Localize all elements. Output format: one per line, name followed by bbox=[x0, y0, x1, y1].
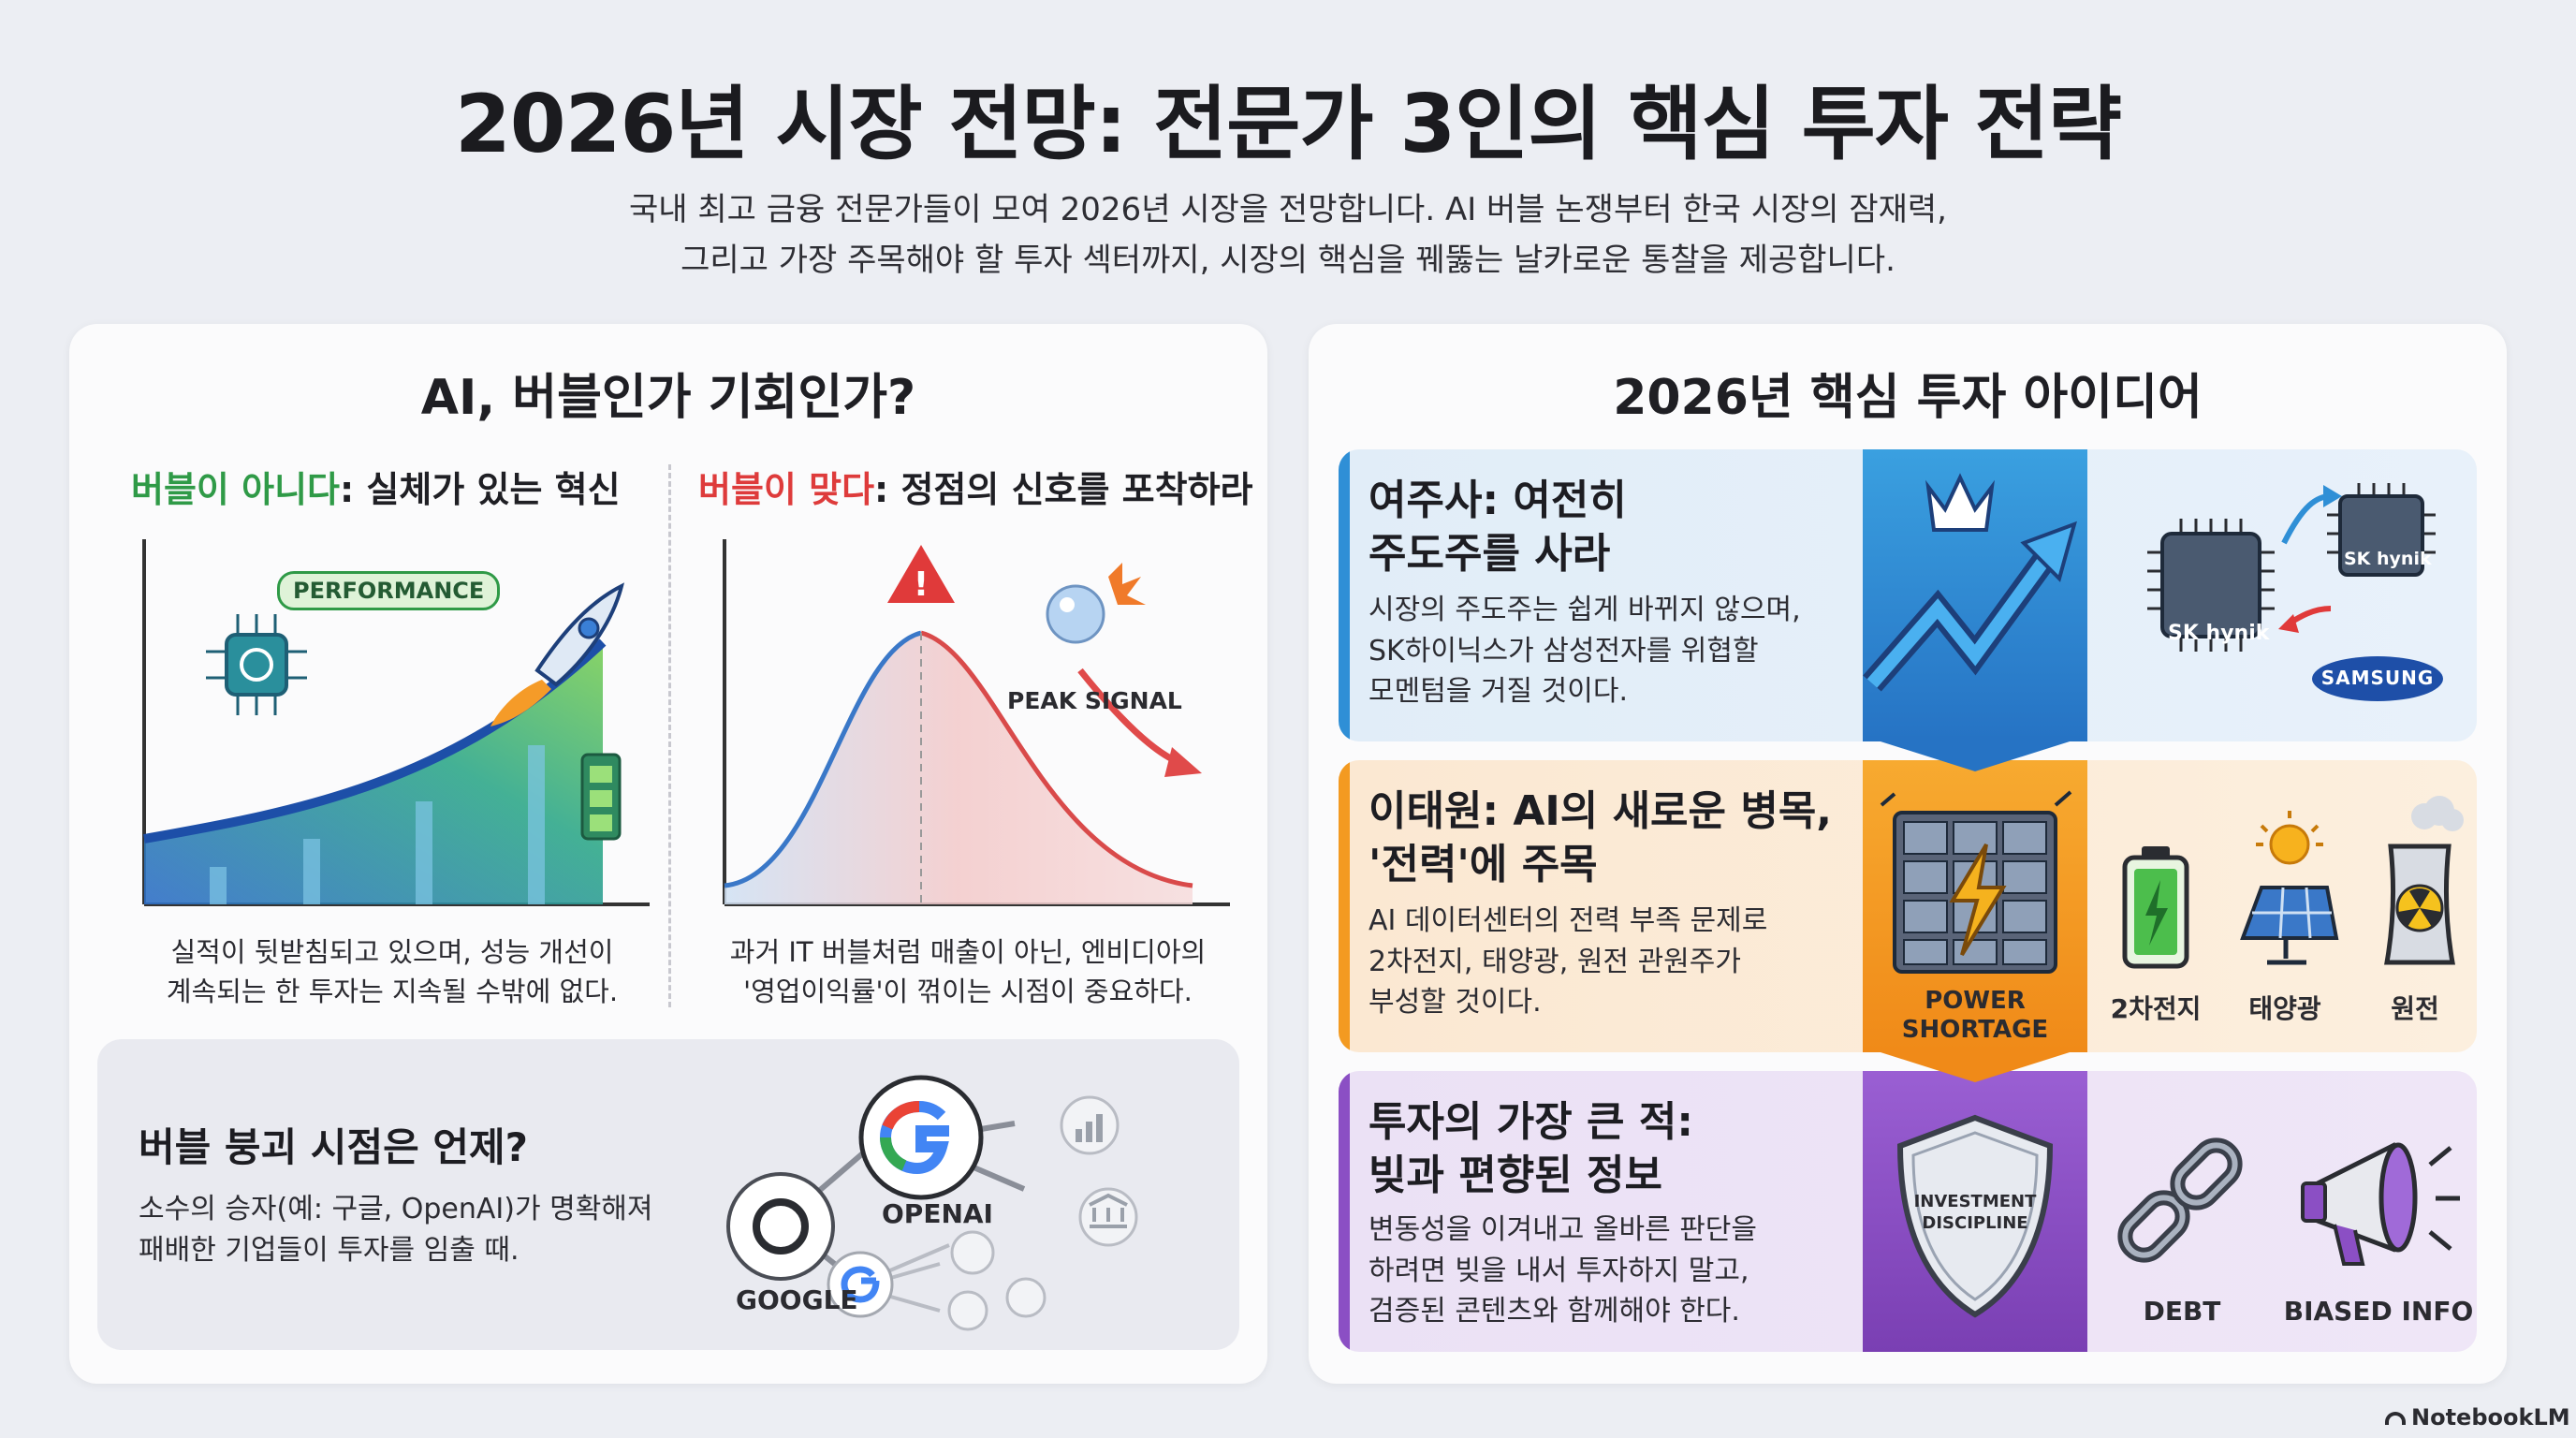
idea-2-text-line-3: 부성할 것이다. bbox=[1368, 986, 1542, 1019]
notebooklm-brand-text: NotebookLM bbox=[2411, 1404, 2570, 1431]
not-bubble-caption-line-2: 계속되는 한 투자는 지속될 수밖에 없다. bbox=[166, 976, 619, 1008]
page-title: 2026년 시장 전망: 전문가 3인의 핵심 투자 전략 bbox=[454, 78, 2122, 171]
performance-badge: PERFORMANCE bbox=[277, 571, 501, 610]
idea-1-center-band bbox=[1863, 449, 2087, 741]
flow-arrow-2 bbox=[1863, 1047, 2087, 1082]
column-divider bbox=[668, 464, 671, 1007]
not-bubble-heading-colored: 버블이 아니다 bbox=[131, 469, 340, 510]
idea-1-text-line-1: 시장의 주도주는 쉽게 바뀌지 않으며, bbox=[1368, 594, 1801, 626]
bubble-curve-illustration: ! bbox=[723, 539, 1230, 906]
not-bubble-heading-rest: : 실체가 있는 혁신 bbox=[340, 469, 621, 510]
is-bubble-heading-colored: 버블이 맞다 bbox=[698, 469, 875, 510]
peak-signal-label: PEAK SIGNAL bbox=[1007, 687, 1182, 714]
not-bubble-heading: 버블이 아니다: 실체가 있는 혁신 bbox=[131, 461, 621, 512]
idea-3-title-line-2: 빚과 편향된 정보 bbox=[1368, 1152, 1662, 1200]
investment-ideas-panel-title: 2026년 핵심 투자 아이디어 bbox=[1613, 370, 2203, 426]
semiconductor-chips-icon bbox=[2147, 483, 2443, 701]
idea-2-text-line-2: 2차전지, 태양광, 원전 관원주가 bbox=[1368, 945, 1741, 978]
notebooklm-logo-icon bbox=[2385, 1412, 2406, 1425]
is-bubble-caption: 과거 IT 버블처럼 매출이 아닌, 엔비디아의 '영업이익률'이 꺾이는 시점… bbox=[687, 932, 1249, 1011]
idea-3-text-line-1: 변동성을 이겨내고 올바른 판단을 bbox=[1368, 1213, 1758, 1246]
shield-icon bbox=[1896, 1114, 2054, 1318]
server-rack-lightning-icon bbox=[1880, 790, 2072, 974]
is-bubble-caption-line-2: '영업이익률'이 꺾이는 시점이 중요하다. bbox=[743, 976, 1193, 1008]
chip-2-label: SK hynik bbox=[2344, 549, 2432, 569]
idea-1-accent-bar bbox=[1339, 449, 1350, 741]
idea-3-title: 투자의 가장 큰 적: 빚과 편향된 정보 bbox=[1368, 1095, 1874, 1202]
is-bubble-heading: 버블이 맞다: 정점의 신호를 포착하라 bbox=[698, 461, 1253, 512]
growth-chart-illustration bbox=[142, 539, 650, 906]
nuclear-plant-icon bbox=[2384, 796, 2464, 965]
idea-2-title-line-1: 이태원: AI의 새로운 병목, bbox=[1368, 787, 1833, 835]
power-shortage-line-1: POWER bbox=[1925, 987, 2026, 1015]
nuclear-label: 원전 bbox=[2391, 993, 2439, 1024]
google-label: GOOGLE bbox=[736, 1284, 858, 1315]
performance-badge-label: PERFORMANCE bbox=[293, 578, 485, 604]
ai-bubble-panel-title: AI, 버블인가 기회인가? bbox=[420, 370, 916, 426]
flow-arrow-1 bbox=[1863, 736, 2087, 771]
bubble-collapse-card: 버블 붕괴 시점은 언제? 소수의 승자(예: 구글, OpenAI)가 명확해… bbox=[97, 1039, 1239, 1350]
idea-card-power: 이태원: AI의 새로운 병목, '전력'에 주목 AI 데이터센터의 전력 부… bbox=[1339, 760, 2477, 1052]
solar-label: 태양광 bbox=[2248, 993, 2321, 1024]
ai-competition-diagram bbox=[726, 1075, 1138, 1331]
power-shortage-line-2: SHORTAGE bbox=[1901, 1016, 2049, 1045]
bubble-collapse-text-line-2: 패배한 기업들이 투자를 임출 때. bbox=[139, 1233, 520, 1267]
is-bubble-heading-rest: : 정점의 신호를 포착하라 bbox=[874, 469, 1253, 510]
svg-text:!: ! bbox=[914, 565, 929, 604]
samsung-logo-text: SAMSUNG bbox=[2320, 667, 2435, 689]
idea-1-title-line-2: 주도주를 사라 bbox=[1368, 530, 1611, 579]
bubble-collapse-text-line-1: 소수의 승자(예: 구글, OpenAI)가 명확해져 bbox=[139, 1193, 653, 1225]
chain-link-icon bbox=[2117, 1137, 2243, 1263]
debt-label: DEBT bbox=[2143, 1296, 2221, 1327]
idea-card-biggest-enemy: 투자의 가장 큰 적: 빚과 편향된 정보 변동성을 이겨내고 올바른 판단을 … bbox=[1339, 1071, 2477, 1352]
notebooklm-brand: NotebookLM bbox=[2385, 1404, 2570, 1431]
idea-1-text-line-2: SK하이닉스가 삼성전자를 위협할 bbox=[1368, 634, 1759, 668]
battery-label: 2차전지 bbox=[2110, 993, 2202, 1024]
idea-3-accent-bar bbox=[1339, 1071, 1350, 1352]
idea-1-text-line-3: 모멘텀을 거질 것이다. bbox=[1368, 675, 1629, 708]
idea-3-text: 변동성을 이겨내고 올바른 판단을 하려면 빚을 내서 투자하지 말고, 검증된… bbox=[1368, 1210, 1874, 1332]
idea-1-text: 시장의 주도주는 쉽게 바뀌지 않으며, SK하이닉스가 삼성전자를 위협할 모… bbox=[1368, 590, 1874, 712]
subtitle-line-2: 그리고 가장 주목해야 할 투자 섹터까지, 시장의 핵심을 꿰뚫는 날카로운 … bbox=[681, 242, 1895, 279]
megaphone-icon bbox=[2301, 1141, 2460, 1266]
chip-1-label: SK hynik bbox=[2168, 622, 2270, 645]
idea-3-text-line-2: 하려면 빚을 내서 투자하지 말고, bbox=[1368, 1254, 1749, 1287]
not-bubble-caption: 실적이 뒷받침되고 있으며, 성능 개선이 계속되는 한 투자는 지속될 수밖에… bbox=[116, 932, 668, 1011]
crown-growth-arrow-icon bbox=[1863, 473, 2077, 692]
idea-2-title: 이태원: AI의 새로운 병목, '전력'에 주목 bbox=[1368, 785, 1874, 891]
solar-panel-icon bbox=[2240, 811, 2339, 965]
bubble-collapse-title: 버블 붕괴 시점은 언제? bbox=[139, 1124, 528, 1170]
idea-3-title-line-1: 투자의 가장 큰 적: bbox=[1368, 1098, 1693, 1146]
investment-discipline-line-2: DISCIPLINE bbox=[1922, 1213, 2028, 1234]
idea-1-title: 여주사: 여전히 주도주를 사라 bbox=[1368, 474, 1874, 580]
battery-icon bbox=[2122, 846, 2189, 969]
is-bubble-caption-line-1: 과거 IT 버블처럼 매출이 아닌, 엔비디아의 bbox=[729, 936, 1207, 968]
idea-3-text-line-3: 검증된 콘텐츠와 함께해야 한다. bbox=[1368, 1295, 1740, 1328]
idea-2-accent-bar bbox=[1339, 760, 1350, 1052]
ai-bubble-panel: AI, 버블인가 기회인가? 버블이 아니다: 실체가 있는 혁신 버블이 맞다… bbox=[69, 324, 1267, 1384]
idea-2-text: AI 데이터센터의 전력 부족 문제로 2차전지, 태양광, 원전 관원주가 부… bbox=[1368, 901, 1874, 1023]
not-bubble-caption-line-1: 실적이 뒷받침되고 있으며, 성능 개선이 bbox=[170, 936, 614, 968]
subtitle-line-1: 국내 최고 금융 전문가들이 모여 2026년 시장을 전망합니다. AI 버블… bbox=[628, 191, 1947, 228]
idea-1-title-line-1: 여주사: 여전히 bbox=[1368, 477, 1627, 524]
investment-ideas-panel: 2026년 핵심 투자 아이디어 여주사: 여전히 주도주를 사라 시장의 주도… bbox=[1309, 324, 2507, 1384]
investment-discipline-line-1: INVESTMENT bbox=[1913, 1192, 2037, 1211]
bubble-collapse-text: 소수의 승자(예: 구글, OpenAI)가 명확해져 패배한 기업들이 투자를… bbox=[139, 1189, 653, 1270]
investment-discipline-label: INVESTMENT DISCIPLINE bbox=[1863, 1191, 2087, 1235]
power-shortage-badge: POWER SHORTAGE bbox=[1863, 987, 2087, 1045]
biased-info-label: BIASED INFO bbox=[2283, 1296, 2474, 1327]
idea-card-leading-stocks: 여주사: 여전히 주도주를 사라 시장의 주도주는 쉽게 바뀌지 않으며, SK… bbox=[1339, 449, 2477, 741]
idea-2-text-line-1: AI 데이터센터의 전력 부족 문제로 bbox=[1368, 904, 1768, 937]
idea-2-title-line-2: '전력'에 주목 bbox=[1368, 841, 1598, 889]
openai-label: OPENAI bbox=[882, 1198, 993, 1229]
